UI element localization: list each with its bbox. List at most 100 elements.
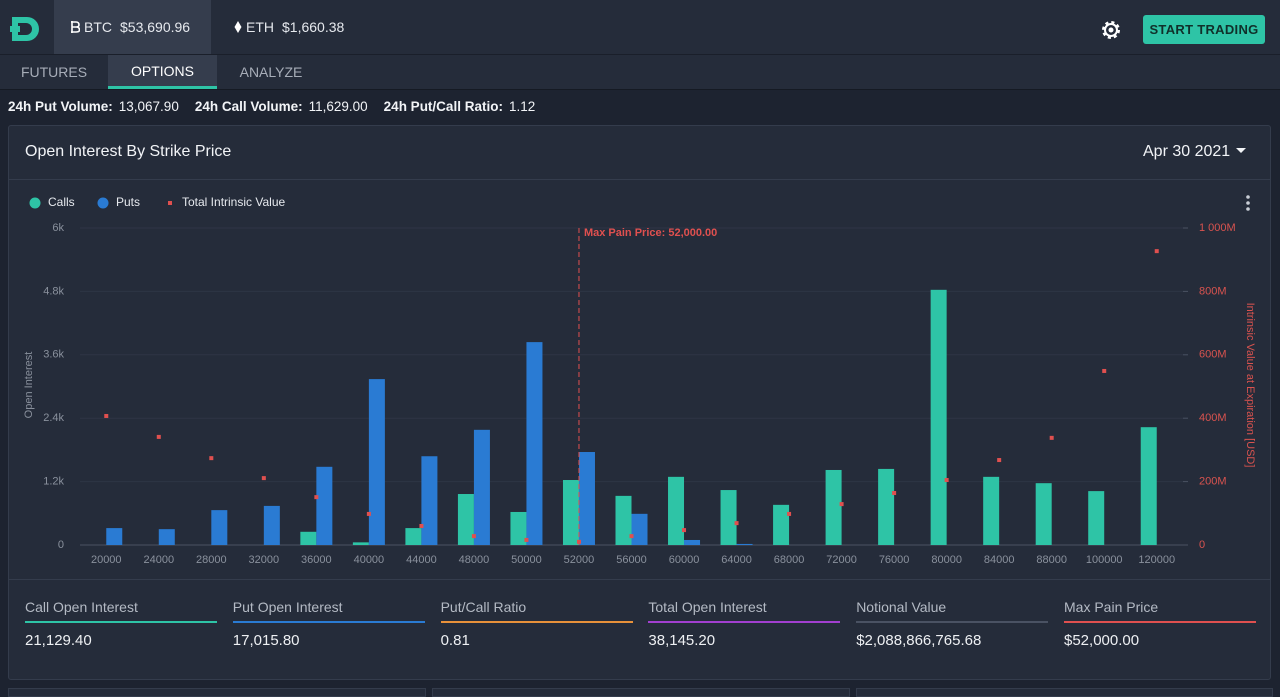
kebab-menu[interactable] [1246, 195, 1250, 211]
logo[interactable] [10, 14, 40, 44]
point [997, 458, 1002, 463]
x-tick-label: 20000 [91, 554, 122, 566]
ticker-btc[interactable]: BTC $53,690.96 [70, 0, 190, 54]
summary-label: Call Open Interest [25, 599, 138, 615]
point [734, 521, 739, 526]
y-tick-label: 4.8k [43, 285, 64, 297]
legend-label: Total Intrinsic Value [182, 195, 285, 209]
summary-underline [1064, 621, 1256, 623]
y-tick-label: 0 [58, 539, 64, 551]
summary-underline [25, 621, 217, 623]
bar [211, 510, 228, 545]
bar [773, 504, 790, 545]
bar [578, 452, 595, 545]
point [209, 456, 214, 461]
y2-tick-label: 800M [1199, 285, 1227, 297]
summary-label: Put/Call Ratio [440, 599, 527, 615]
summary-label: Notional Value [856, 599, 947, 615]
bar [668, 476, 685, 545]
stat-label: 24h Call Volume: [194, 98, 303, 114]
bar [562, 480, 579, 545]
bar [631, 513, 648, 545]
y2-tick-label: 1 000M [1199, 222, 1236, 234]
y2-tick-label: 400M [1199, 412, 1227, 424]
x-tick-label: 76000 [879, 554, 910, 566]
summary-underline [856, 621, 1049, 623]
settings-icon[interactable] [1099, 18, 1123, 42]
summary-underline [648, 621, 841, 623]
bar [736, 543, 753, 545]
stat-value: 13,067.90 [118, 98, 179, 114]
x-tick-label: 36000 [301, 554, 332, 566]
bar [1035, 483, 1052, 545]
x-tick-label: 84000 [984, 554, 1015, 566]
summary-value: 0.81 [440, 632, 470, 649]
point [156, 434, 161, 439]
legend-marker [29, 197, 41, 209]
y-axis-title: Open Interest [23, 352, 35, 419]
ticker-price: $1,660.38 [282, 19, 345, 35]
start-trading-button[interactable]: START TRADING [1143, 15, 1265, 44]
bar [473, 429, 490, 545]
y2-tick-label: 600M [1199, 349, 1227, 361]
point [629, 534, 634, 539]
summary-underline [232, 621, 425, 623]
x-tick-label: 50000 [511, 554, 542, 566]
next-panel [8, 688, 426, 697]
bar [300, 531, 317, 545]
point [261, 476, 266, 481]
point [1154, 249, 1159, 254]
nav-tab[interactable]: ANALYZE [239, 64, 303, 80]
summary-value: 38,145.20 [648, 632, 716, 649]
date-select[interactable]: Apr 30 2021 [1143, 143, 1250, 161]
point [314, 495, 319, 500]
bar [983, 476, 1000, 545]
point [471, 534, 476, 539]
bar [316, 466, 333, 545]
summary-value: 21,129.40 [25, 632, 92, 649]
top-bar [0, 0, 1280, 55]
bar [526, 342, 543, 545]
divider [9, 579, 1270, 580]
bar [421, 456, 438, 545]
bar [684, 539, 701, 545]
x-tick-label: 32000 [249, 554, 280, 566]
divider [9, 179, 1270, 180]
nav-tab-active[interactable]: OPTIONS [108, 55, 217, 89]
stat-label: 24h Put Volume: [8, 98, 113, 114]
point [682, 528, 687, 533]
point [944, 478, 949, 483]
ticker-symbol: ETH [246, 19, 274, 35]
bar [106, 528, 123, 545]
x-tick-label: 28000 [196, 554, 227, 566]
x-tick-label: 68000 [774, 554, 805, 566]
point [892, 491, 897, 496]
x-tick-label: 44000 [406, 554, 437, 566]
y-tick-label: 3.6k [43, 349, 64, 361]
point [524, 537, 529, 542]
next-panel [856, 688, 1273, 697]
nav-tab[interactable]: FUTURES [20, 64, 88, 80]
bar [720, 490, 737, 545]
bar [457, 494, 474, 545]
ticker-eth[interactable]: ETH $1,660.38 [234, 0, 344, 54]
next-panel [432, 688, 850, 697]
y-tick-label: 6k [52, 222, 64, 234]
x-tick-label: 80000 [931, 554, 962, 566]
point [839, 502, 844, 507]
eth-icon [234, 21, 242, 33]
summary-label: Put Open Interest [232, 599, 343, 615]
point [1102, 368, 1107, 373]
y2-tick-label: 0 [1199, 539, 1205, 551]
summary-value: $52,000.00 [1064, 632, 1140, 649]
bar [158, 529, 175, 545]
x-tick-label: 64000 [721, 554, 752, 566]
bar [263, 505, 280, 545]
summary-value: $2,088,866,765.68 [856, 632, 982, 649]
bar [1088, 491, 1105, 545]
point [366, 511, 371, 516]
point [104, 413, 109, 418]
summary-underline [440, 621, 633, 623]
x-tick-label: 100000 [1086, 554, 1123, 566]
x-tick-label: 48000 [459, 554, 490, 566]
